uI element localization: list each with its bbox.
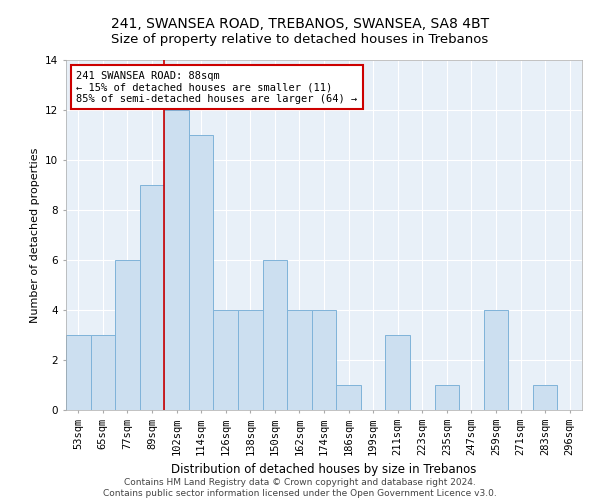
- Bar: [336, 385, 361, 410]
- Bar: [434, 385, 459, 410]
- Text: Size of property relative to detached houses in Trebanos: Size of property relative to detached ho…: [112, 32, 488, 46]
- Bar: [312, 310, 336, 410]
- Bar: [115, 260, 140, 410]
- Bar: [214, 310, 238, 410]
- Bar: [484, 310, 508, 410]
- Bar: [263, 260, 287, 410]
- Text: 241, SWANSEA ROAD, TREBANOS, SWANSEA, SA8 4BT: 241, SWANSEA ROAD, TREBANOS, SWANSEA, SA…: [111, 18, 489, 32]
- Bar: [140, 185, 164, 410]
- X-axis label: Distribution of detached houses by size in Trebanos: Distribution of detached houses by size …: [172, 464, 476, 476]
- Bar: [164, 110, 189, 410]
- Bar: [287, 310, 312, 410]
- Bar: [66, 335, 91, 410]
- Text: Contains HM Land Registry data © Crown copyright and database right 2024.
Contai: Contains HM Land Registry data © Crown c…: [103, 478, 497, 498]
- Bar: [533, 385, 557, 410]
- Bar: [238, 310, 263, 410]
- Bar: [385, 335, 410, 410]
- Text: 241 SWANSEA ROAD: 88sqm
← 15% of detached houses are smaller (11)
85% of semi-de: 241 SWANSEA ROAD: 88sqm ← 15% of detache…: [76, 70, 358, 104]
- Bar: [91, 335, 115, 410]
- Bar: [189, 135, 214, 410]
- Y-axis label: Number of detached properties: Number of detached properties: [29, 148, 40, 322]
